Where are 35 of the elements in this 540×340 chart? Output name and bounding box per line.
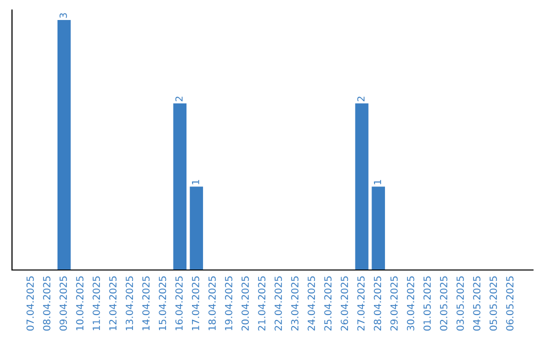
x-tick-label: 15.04.2025 (158, 276, 166, 330)
x-tick-label: 24.04.2025 (308, 276, 316, 331)
x-tick-label: 12.04.2025 (109, 276, 117, 330)
x-tick-label: 01.05.2025 (423, 276, 431, 331)
x-tick-label: 23.04.2025 (291, 276, 298, 331)
x-tick-label: 11.04.2025 (92, 276, 100, 330)
x-tick-label: 16.04.2025 (175, 276, 183, 330)
x-tick-label: 29.04.2025 (390, 276, 398, 331)
x-tick-label: 09.04.2025 (60, 276, 67, 331)
data-label: 2 (357, 96, 364, 102)
x-tick-label: 04.05.2025 (473, 276, 480, 331)
data-label: 2 (175, 96, 183, 102)
x-tick-label: 03.05.2025 (456, 276, 464, 331)
data-label: 1 (192, 180, 200, 184)
x-tick-label: 18.04.2025 (208, 276, 216, 330)
x-tick-label: 26.04.2025 (340, 276, 348, 331)
x-tick-label: 30.04.2025 (406, 276, 414, 330)
x-tick-label: 22.04.2025 (274, 276, 282, 331)
data-label: 3 (60, 13, 67, 18)
x-tick-label: 25.04.2025 (324, 276, 332, 331)
x-tick-label: 06.05.2025 (506, 276, 514, 331)
x-tick-label: 20.04.2025 (242, 276, 249, 331)
x-tick-label: 14.04.2025 (142, 276, 150, 330)
x-tick-label: 07.04.2025 (26, 276, 34, 331)
x-tick-label: 02.05.2025 (440, 276, 448, 331)
x-tick-label: 17.04.2025 (192, 276, 200, 330)
x-tick-label: 05.05.2025 (490, 276, 497, 331)
x-tick-label: 08.04.2025 (43, 276, 50, 331)
x-tick-label: 28.04.2025 (374, 276, 382, 331)
data-label: 1 (374, 180, 382, 184)
x-tick-label: 21.04.2025 (258, 276, 266, 331)
x-tick-label: 19.04.2025 (224, 276, 232, 330)
x-tick-label: 27.04.2025 (357, 276, 365, 331)
x-tick-label: 13.04.2025 (126, 276, 134, 330)
x-tick-label: 10.04.2025 (76, 276, 84, 330)
